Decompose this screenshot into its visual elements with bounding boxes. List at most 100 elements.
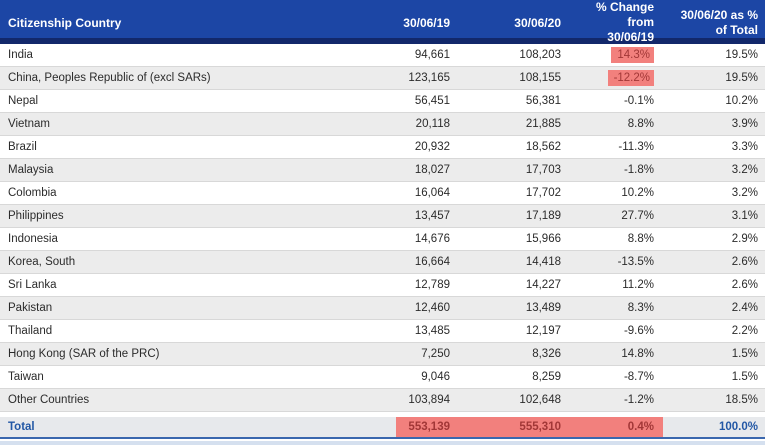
total-value-2019: 553,139 bbox=[396, 417, 460, 437]
cell-2020: 8,326 bbox=[532, 348, 561, 360]
cell-2020: 18,562 bbox=[525, 141, 561, 153]
cell-2019: 18,027 bbox=[414, 164, 450, 176]
cell-pct-change: 27.7% bbox=[621, 210, 654, 222]
cell-pct-change: 8.8% bbox=[627, 233, 654, 245]
cell-2019: 20,118 bbox=[415, 118, 450, 130]
cell-2019: 103,894 bbox=[408, 394, 450, 406]
cell-pct-of-total: 3.2% bbox=[731, 164, 758, 176]
cell-2019: 12,789 bbox=[414, 279, 450, 291]
cell-2020: 102,648 bbox=[519, 394, 561, 406]
table-row: Korea, South 16,664 14,418 -13.5% 2.6% bbox=[0, 251, 765, 274]
bottom-border-strip bbox=[0, 441, 765, 445]
cell-2020: 17,702 bbox=[525, 187, 561, 199]
table-row: Sri Lanka 12,789 14,227 11.2% 2.6% bbox=[0, 274, 765, 297]
cell-2020: 108,155 bbox=[519, 72, 561, 84]
table-row: India 94,661 108,203 14.3% 19.5% bbox=[0, 44, 765, 67]
cell-country: Brazil bbox=[8, 141, 37, 153]
cell-2019: 14,676 bbox=[414, 233, 450, 245]
table-row: Indonesia 14,676 15,966 8.8% 2.9% bbox=[0, 228, 765, 251]
cell-pct-of-total: 3.9% bbox=[731, 118, 758, 130]
cell-country: Other Countries bbox=[8, 394, 90, 406]
cell-pct-change: -1.8% bbox=[623, 164, 654, 176]
cell-2020: 21,885 bbox=[525, 118, 561, 130]
cell-2019: 123,165 bbox=[408, 72, 450, 84]
table-row: China, Peoples Republic of (excl SARs) 12… bbox=[0, 67, 765, 90]
cell-pct-of-total: 10.2% bbox=[725, 95, 758, 107]
cell-2019: 7,250 bbox=[421, 348, 450, 360]
cell-country: Philippines bbox=[8, 210, 64, 222]
cell-country: Thailand bbox=[8, 325, 53, 337]
total-row: Total 553,139 555,310 0.4% 100.0% bbox=[0, 417, 765, 439]
cell-pct-change: -9.6% bbox=[623, 325, 654, 337]
table-row: Taiwan 9,046 8,259 -8.7% 1.5% bbox=[0, 366, 765, 389]
cell-country: Colombia bbox=[8, 187, 57, 199]
cell-pct-of-total: 1.5% bbox=[731, 371, 758, 383]
header-pct-change: % Change from 30/06/19 bbox=[567, 0, 663, 45]
cell-2020: 17,703 bbox=[525, 164, 561, 176]
cell-pct-of-total: 2.4% bbox=[731, 302, 758, 314]
total-value-2020: 555,310 bbox=[519, 421, 561, 433]
cell-2019: 9,046 bbox=[421, 371, 450, 383]
cell-pct-change: -11.3% bbox=[618, 141, 654, 153]
table-row: Colombia 16,064 17,702 10.2% 3.2% bbox=[0, 182, 765, 205]
cell-country: India bbox=[8, 49, 33, 61]
table-row: Thailand 13,485 12,197 -9.6% 2.2% bbox=[0, 320, 765, 343]
cell-pct-of-total: 1.5% bbox=[731, 348, 758, 360]
cell-country: China, Peoples Republic of (excl SARs) bbox=[8, 72, 211, 84]
total-cell-2019: 553,139 bbox=[290, 417, 460, 437]
cell-2019: 12,460 bbox=[414, 302, 450, 314]
cell-pct-change: 10.2% bbox=[621, 187, 654, 199]
cell-2020: 108,203 bbox=[519, 49, 561, 61]
cell-country: Hong Kong (SAR of the PRC) bbox=[8, 348, 160, 360]
cell-pct-change: -8.7% bbox=[623, 371, 654, 383]
cell-country: Vietnam bbox=[8, 118, 50, 130]
table-header-row: Citizenship Country 30/06/19 30/06/20 % … bbox=[0, 0, 765, 44]
cell-pct-of-total: 3.1% bbox=[731, 210, 758, 222]
table-row: Brazil 20,932 18,562 -11.3% 3.3% bbox=[0, 136, 765, 159]
total-label: Total bbox=[8, 421, 35, 433]
header-pct-change-line2: 30/06/19 bbox=[607, 30, 654, 44]
table-row: Hong Kong (SAR of the PRC) 7,250 8,326 14.8… bbox=[0, 343, 765, 366]
cell-country: Malaysia bbox=[8, 164, 54, 176]
table-body: India 94,661 108,203 14.3% 19.5% China, Peopl… bbox=[0, 44, 765, 412]
cell-pct-of-total: 19.5% bbox=[725, 49, 758, 61]
header-30-06-19: 30/06/19 bbox=[403, 15, 450, 30]
cell-2019: 13,485 bbox=[414, 325, 450, 337]
cell-pct-of-total: 2.2% bbox=[731, 325, 758, 337]
cell-2020: 14,227 bbox=[525, 279, 561, 291]
cell-2020: 13,489 bbox=[525, 302, 561, 314]
cell-pct-of-total: 3.2% bbox=[731, 187, 758, 199]
header-divider-bar bbox=[0, 38, 765, 44]
table-row: Other Countries 103,894 102,648 -1.2% 18.5% bbox=[0, 389, 765, 412]
cell-country: Indonesia bbox=[8, 233, 58, 245]
header-30-06-20: 30/06/20 bbox=[514, 15, 561, 30]
cell-pct-change: 8.3% bbox=[627, 302, 654, 314]
total-cell-share: 100.0% bbox=[718, 421, 758, 433]
cell-2019: 16,664 bbox=[414, 256, 450, 268]
cell-2020: 17,189 bbox=[525, 210, 561, 222]
cell-pct-change: -13.5% bbox=[617, 256, 654, 268]
cell-pct-of-total: 18.5% bbox=[725, 394, 758, 406]
cell-country: Sri Lanka bbox=[8, 279, 57, 291]
cell-pct-of-total: 3.3% bbox=[731, 141, 758, 153]
total-cell-2020: 555,310 bbox=[460, 417, 567, 437]
header-pct-of-total: 30/06/20 as % of Total bbox=[663, 8, 765, 38]
cell-2019: 56,451 bbox=[414, 95, 450, 107]
cell-2020: 15,966 bbox=[525, 233, 561, 245]
cell-pct-of-total: 19.5% bbox=[725, 72, 758, 84]
header-pct-change-line1: % Change from bbox=[595, 0, 654, 29]
cell-pct-of-total: 2.6% bbox=[731, 256, 758, 268]
cell-2020: 56,381 bbox=[525, 95, 561, 107]
pre-total-gap bbox=[0, 412, 765, 417]
cell-pct-change: 11.2% bbox=[622, 279, 654, 291]
cell-2019: 13,457 bbox=[414, 210, 450, 222]
cell-country: Pakistan bbox=[8, 302, 53, 314]
cell-2020: 14,418 bbox=[525, 256, 561, 268]
cell-pct-of-total: 2.9% bbox=[731, 233, 758, 245]
cell-2019: 20,932 bbox=[414, 141, 450, 153]
highlighted-change-value: 14.3% bbox=[611, 47, 654, 63]
header-citizenship-country: Citizenship Country bbox=[8, 15, 122, 30]
cell-pct-of-total: 2.6% bbox=[731, 279, 758, 291]
total-value-change: 0.4% bbox=[627, 421, 654, 433]
